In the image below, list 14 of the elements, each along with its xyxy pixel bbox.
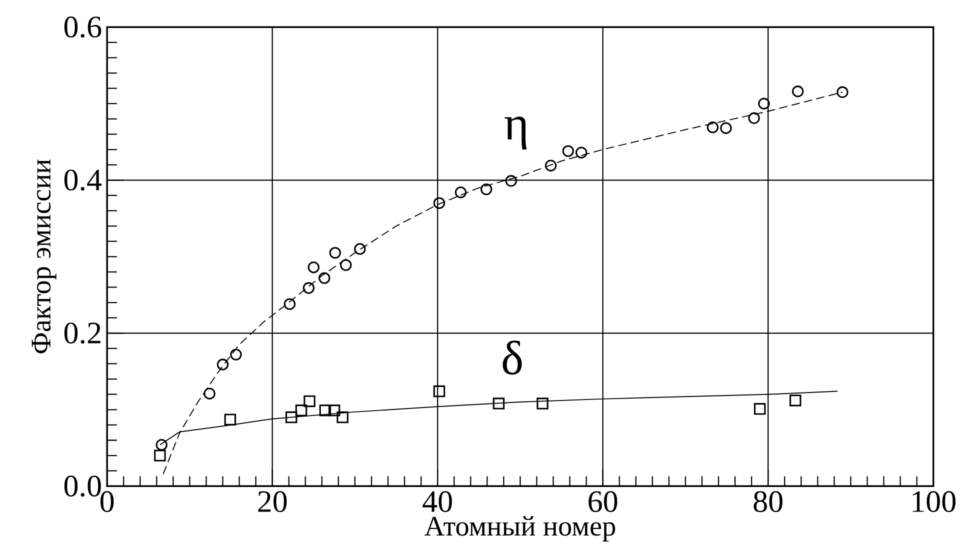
x-axis-title: Атомный номер (424, 516, 616, 542)
y-tick-label: 0.0 (64, 476, 101, 497)
x-tick-label: 100 (912, 491, 956, 512)
y-tick-label: 0.6 (64, 16, 102, 38)
y-axis-title: Фактор эмиссии (32, 159, 56, 354)
x-tick-label: 0 (100, 491, 114, 512)
x-tick-label: 40 (422, 491, 452, 512)
y-tick-label: 0.2 (64, 322, 100, 344)
x-tick-label: 80 (754, 491, 782, 512)
series-label: η (504, 116, 526, 150)
x-tick-label: 20 (258, 491, 287, 512)
series-label: δ (502, 340, 522, 375)
y-tick-label: 0.4 (64, 170, 102, 191)
x-tick-label: 60 (588, 491, 618, 512)
